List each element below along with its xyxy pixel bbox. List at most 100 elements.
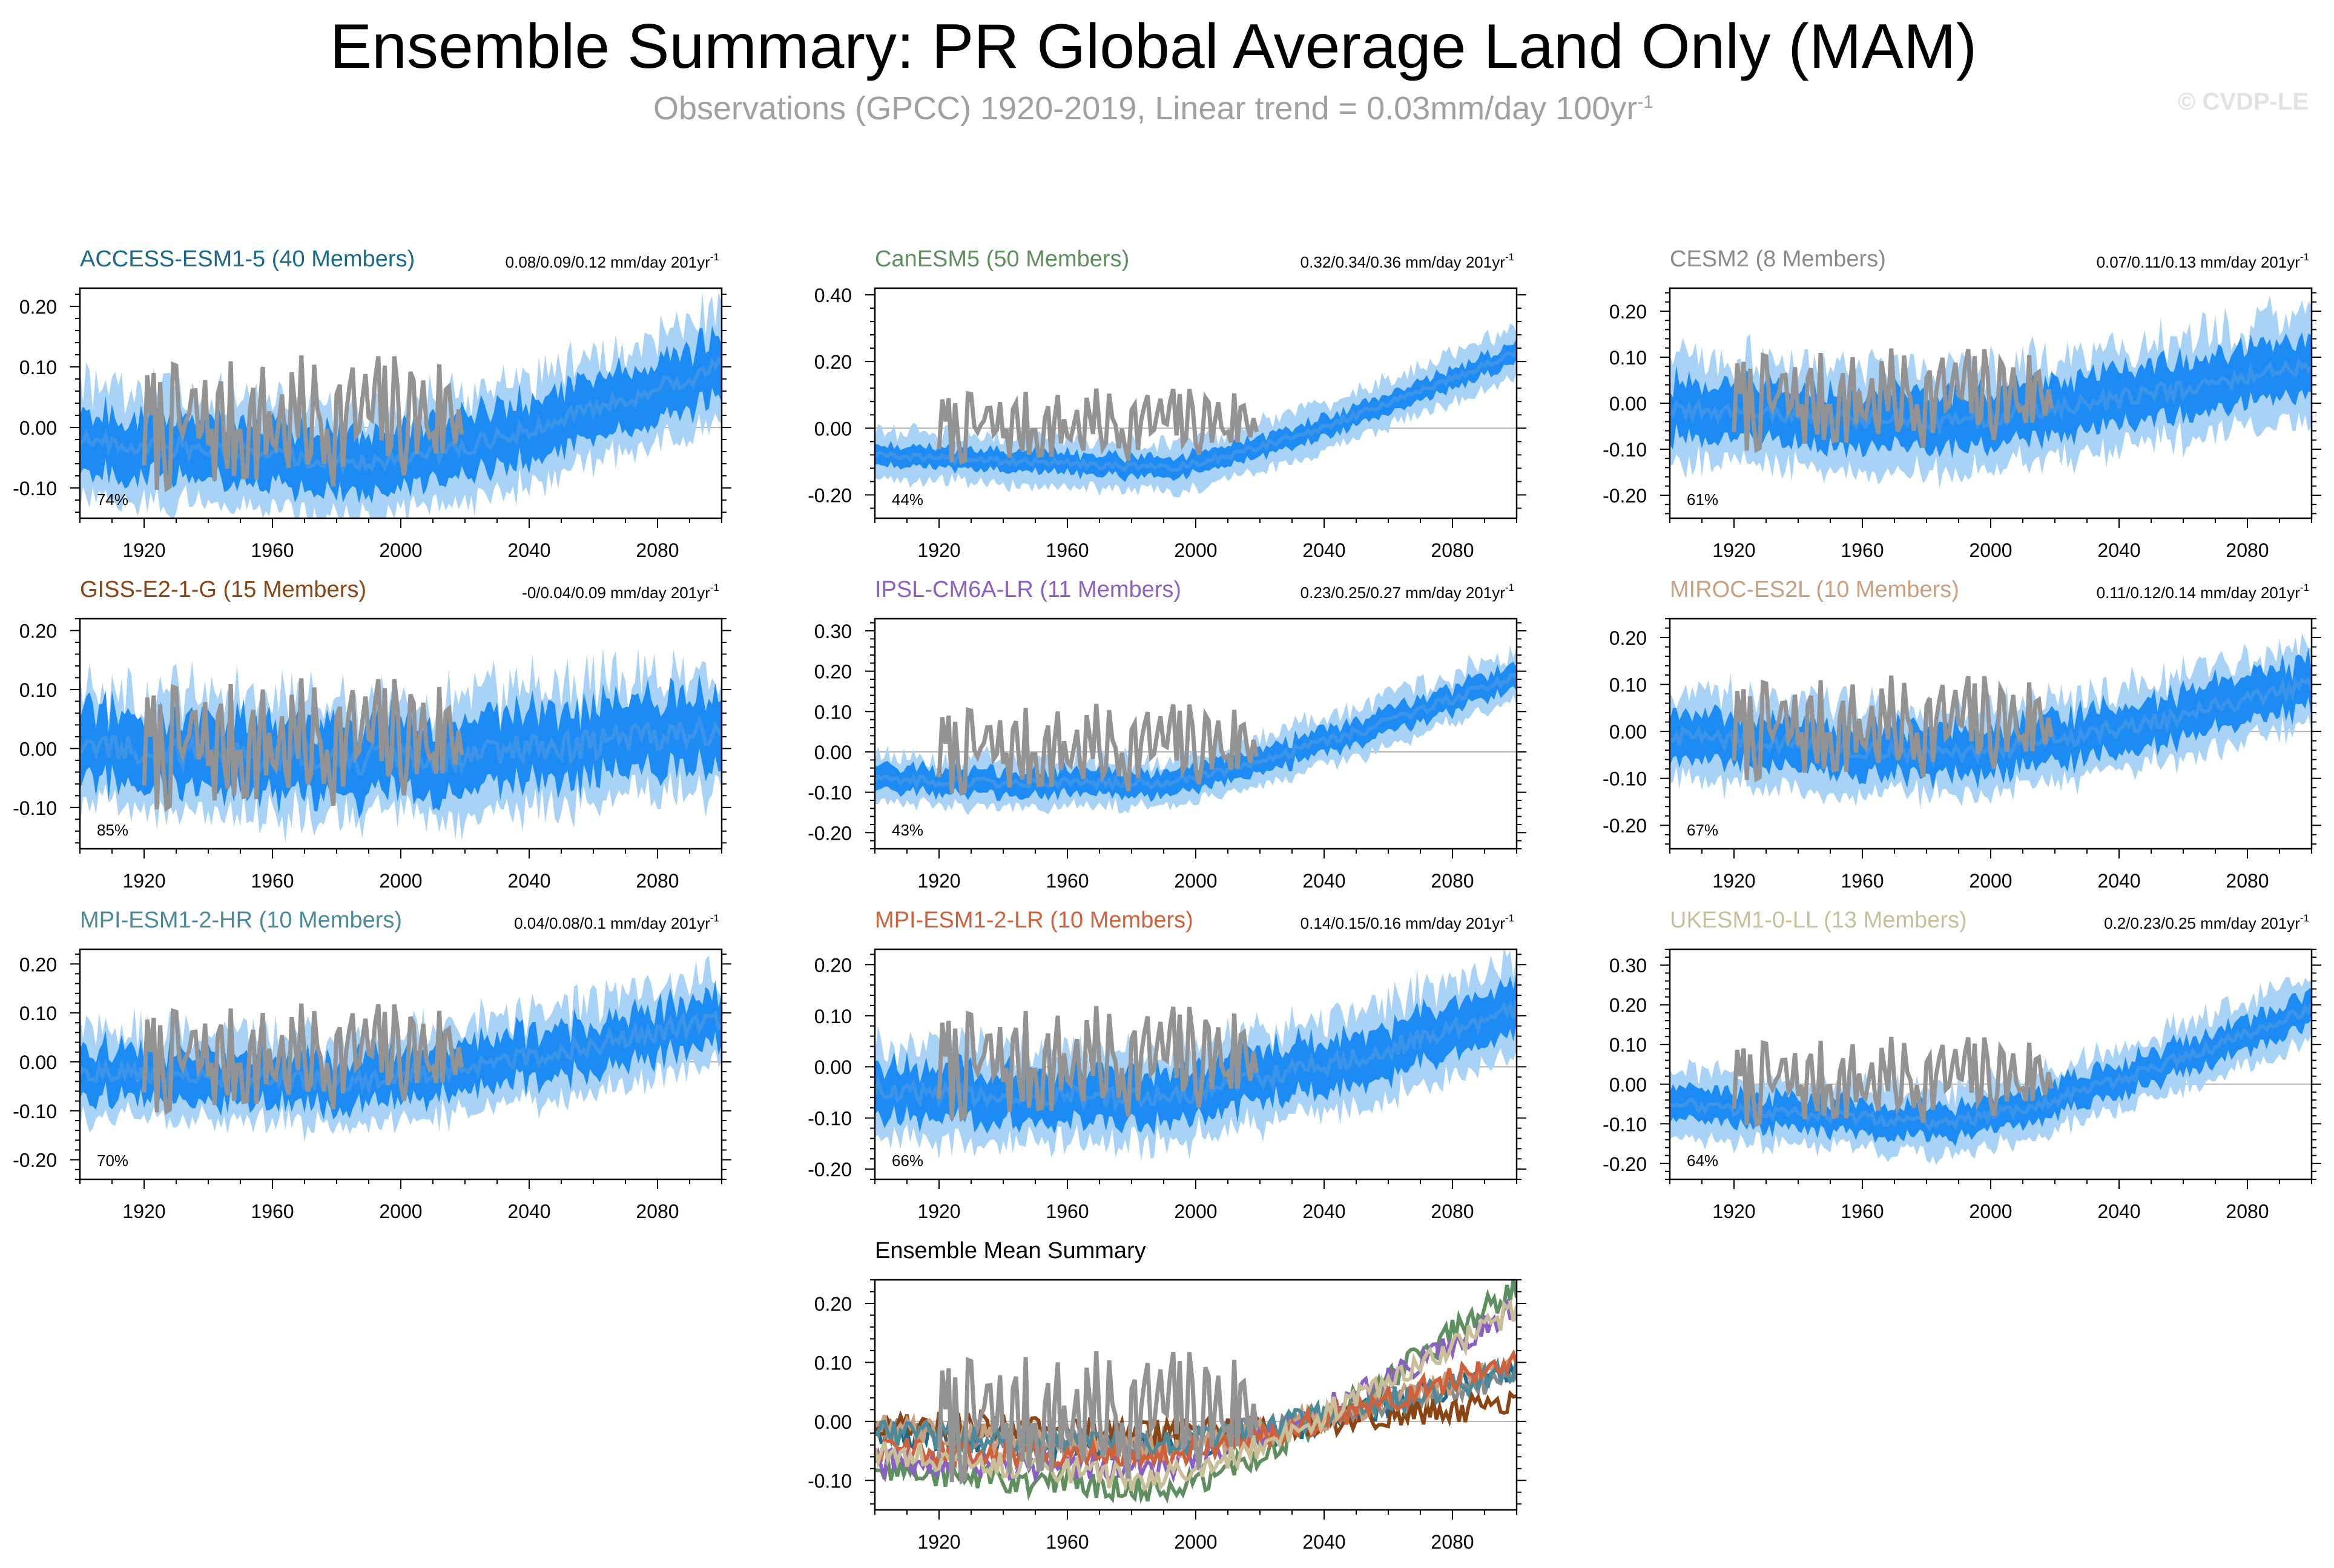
y-tick-label: 0.00 — [19, 1052, 57, 1073]
y-tick-label: -0.10 — [808, 1470, 852, 1492]
panel-title: IPSL-CM6A-LR (11 Members) — [875, 577, 1181, 602]
y-tick-label: 0.10 — [1609, 1034, 1647, 1056]
trend-label-text: 0.08/0.09/0.12 mm/day 201yr — [506, 253, 711, 271]
y-tick-label: 0.10 — [19, 679, 57, 701]
observations-line — [1732, 675, 2054, 783]
x-tick-label: 2080 — [2226, 870, 2269, 892]
x-tick-label: 2080 — [1431, 1201, 1474, 1222]
x-tick-label: 1920 — [122, 539, 165, 561]
x-tick-label: 2040 — [1302, 1201, 1345, 1222]
x-tick-label: 2000 — [1174, 1201, 1217, 1222]
x-tick-label: 1960 — [1841, 1201, 1884, 1222]
trend-label: -0/0.04/0.09 mm/day 201yr-1 — [522, 582, 719, 602]
percent-label: 70% — [97, 1151, 128, 1170]
y-tick-label: -0.10 — [13, 478, 57, 499]
x-tick-label: 1920 — [1712, 539, 1755, 561]
y-tick-label: -0.10 — [1603, 1113, 1647, 1135]
x-tick-label: 1920 — [1712, 1201, 1755, 1222]
y-tick-label: -0.20 — [808, 484, 852, 506]
percent-label: 85% — [97, 821, 128, 839]
trend-label-superscript: -1 — [2300, 251, 2309, 263]
trend-label: 0.11/0.12/0.14 mm/day 201yr-1 — [2097, 582, 2309, 602]
y-tick-label: 0.00 — [814, 742, 852, 763]
y-tick-label: 0.00 — [1609, 1074, 1647, 1096]
percent-label: 66% — [892, 1151, 923, 1170]
plot-area — [1670, 295, 2312, 490]
trend-label-superscript: -1 — [2300, 582, 2309, 593]
y-tick-label: 0.00 — [814, 418, 852, 440]
plot-area — [80, 648, 722, 843]
x-tick-label: 2000 — [1969, 539, 2012, 561]
y-tick-label: -0.20 — [808, 822, 852, 844]
y-tick-label: 0.20 — [814, 351, 852, 373]
x-tick-label: 2040 — [507, 539, 550, 561]
y-tick-label: 0.20 — [814, 661, 852, 683]
y-tick-label: 0.20 — [1609, 627, 1647, 649]
y-tick-label: -0.20 — [1603, 485, 1647, 507]
trend-label-superscript: -1 — [1505, 582, 1514, 593]
observations-line — [1732, 348, 2054, 453]
x-tick-label: 2040 — [2097, 870, 2140, 892]
x-tick-label: 2080 — [636, 539, 679, 561]
inner-spread-band — [875, 338, 1517, 483]
plot-area — [80, 292, 722, 518]
y-tick-label: 0.00 — [1609, 721, 1647, 743]
y-tick-label: 0.10 — [1609, 347, 1647, 369]
observations-line — [142, 1003, 464, 1115]
plot-area — [80, 955, 722, 1143]
trend-label: 0.14/0.15/0.16 mm/day 201yr-1 — [1301, 912, 1514, 932]
trend-label: 0.04/0.08/0.1 mm/day 201yr-1 — [514, 912, 719, 932]
series-line-ukesm1-0-ll — [875, 1299, 1517, 1492]
trend-label-text: 0.2/0.23/0.25 mm/day 201yr — [2104, 914, 2300, 932]
percent-label: 61% — [1687, 490, 1718, 509]
y-tick-label: 0.10 — [814, 701, 852, 723]
x-tick-label: 2000 — [1174, 539, 1217, 561]
x-tick-label: 2000 — [1969, 870, 2012, 892]
trend-label-superscript: -1 — [1505, 251, 1514, 263]
y-tick-label: -0.20 — [1603, 1153, 1647, 1175]
percent-label: 74% — [97, 490, 128, 509]
x-tick-label: 1920 — [1712, 870, 1755, 892]
trend-label-superscript: -1 — [710, 582, 719, 593]
panel-5: -0.20 -0.10 0.00 0.10 0.20 0.30 1920 1960 2000 20… — [808, 577, 1526, 892]
x-tick-label: 1960 — [1046, 539, 1089, 561]
x-tick-label: 1960 — [251, 1201, 294, 1222]
y-tick-label: 0.30 — [814, 621, 852, 642]
x-tick-label: 2080 — [2226, 539, 2269, 561]
trend-label-superscript: -1 — [710, 251, 719, 263]
observations-line — [937, 703, 1259, 796]
x-tick-label: 2000 — [379, 870, 422, 892]
y-tick-label: 0.10 — [814, 1352, 852, 1374]
x-tick-label: 2040 — [1302, 539, 1345, 561]
y-tick-label: 0.00 — [19, 738, 57, 760]
subtitle-superscript: -1 — [1637, 92, 1653, 112]
y-tick-label: 0.30 — [1609, 955, 1647, 977]
panel-2: -0.20 0.00 0.20 0.40 1920 1960 2000 2040 2080 Can… — [808, 246, 1526, 561]
trend-label-text: -0/0.04/0.09 mm/day 201yr — [522, 584, 710, 602]
trend-label: 0.08/0.09/0.12 mm/day 201yr-1 — [506, 251, 719, 271]
ensemble-mean-line — [875, 673, 1517, 792]
y-tick-label: -0.20 — [808, 1159, 852, 1181]
x-tick-label: 2040 — [1302, 870, 1345, 892]
x-tick-label: 1920 — [122, 1201, 165, 1222]
x-tick-label: 2000 — [1969, 1201, 2012, 1222]
y-tick-label: 0.10 — [19, 357, 57, 378]
x-tick-label: 2040 — [2097, 1201, 2140, 1222]
x-tick-label: 1920 — [917, 539, 960, 561]
percent-label: 43% — [892, 821, 923, 839]
observations-line — [937, 1006, 1259, 1122]
trend-label-text: 0.32/0.34/0.36 mm/day 201yr — [1301, 253, 1506, 271]
plot-area — [1670, 977, 2312, 1165]
y-tick-label: 0.40 — [814, 285, 852, 306]
y-tick-label: -0.10 — [13, 797, 57, 819]
x-tick-label: 2080 — [636, 870, 679, 892]
panel-title: Ensemble Mean Summary — [875, 1238, 1146, 1263]
x-tick-label: 1960 — [1841, 539, 1884, 561]
panel-title: UKESM1-0-LL (13 Members) — [1670, 908, 1967, 933]
y-tick-label: 0.20 — [19, 954, 57, 975]
trend-label: 0.2/0.23/0.25 mm/day 201yr-1 — [2104, 912, 2309, 932]
x-tick-label: 1960 — [1046, 1201, 1089, 1222]
trend-label-text: 0.07/0.11/0.13 mm/day 201yr — [2097, 253, 2301, 271]
x-tick-label: 2000 — [379, 1201, 422, 1222]
